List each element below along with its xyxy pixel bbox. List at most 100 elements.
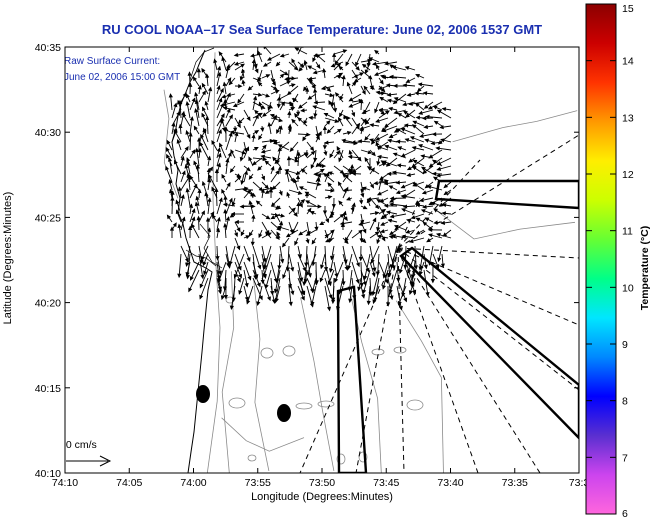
current-vector-head <box>422 169 427 174</box>
current-vector-head <box>239 204 245 209</box>
x-axis-label: Longitude (Degrees:Minutes) <box>251 491 393 503</box>
current-vector-head <box>201 67 206 73</box>
current-vector-head <box>217 129 222 134</box>
y-tick-label: 40:15 <box>35 383 61 395</box>
depth-contour <box>295 402 313 410</box>
current-vector-head <box>410 215 416 220</box>
current-vector-head <box>265 231 270 237</box>
current-vector <box>369 245 376 272</box>
current-vector-head <box>309 211 315 215</box>
current-vector-head <box>270 165 275 171</box>
colorbar-tick-label: 12 <box>622 169 634 181</box>
current-vector-head <box>199 283 204 289</box>
current-vector-head <box>286 155 292 161</box>
current-vector-head <box>341 281 346 286</box>
current-vector-head <box>402 204 408 209</box>
current-vector-head <box>237 119 243 125</box>
current-vector <box>252 277 263 300</box>
x-tick-label: 74:05 <box>116 477 142 489</box>
current-vector-head <box>165 165 170 171</box>
current-vector-head <box>208 86 213 92</box>
current-vector-head <box>240 180 245 186</box>
current-vector-head <box>288 301 293 307</box>
current-vector-head <box>301 290 306 296</box>
current-vector-head <box>233 52 239 58</box>
plot-area: Raw Surface Current: June 02, 2006 15:00… <box>65 47 579 473</box>
current-vector-head <box>298 66 303 72</box>
current-vector-head <box>274 297 279 303</box>
current-vector-head <box>205 217 211 222</box>
depth-contour <box>452 110 578 143</box>
current-vector-head <box>230 149 235 154</box>
current-vector-head <box>193 125 198 131</box>
current-vector-head <box>355 122 361 128</box>
current-vector-head <box>325 218 330 224</box>
current-vector-head <box>185 129 190 135</box>
current-vector-head <box>425 292 430 297</box>
current-vector <box>351 261 360 284</box>
current-vector-head <box>338 65 344 71</box>
current-vector-head <box>329 153 334 159</box>
radar-radial <box>397 247 405 473</box>
current-vector-head <box>182 112 187 118</box>
current-vector-head <box>376 199 382 204</box>
current-vector-head <box>248 175 253 180</box>
current-vector-head <box>430 201 436 206</box>
current-vector <box>389 269 398 294</box>
depth-contour <box>406 399 424 411</box>
colorbar-tick-label: 8 <box>622 396 628 408</box>
current-vector-head <box>252 161 257 166</box>
current-vector-head <box>380 87 386 93</box>
current-vector-head <box>248 156 253 162</box>
current-vector-head <box>246 166 251 172</box>
current-vector-head <box>348 103 354 108</box>
current-vector-head <box>440 220 446 225</box>
depth-contour <box>395 300 444 473</box>
current-vector-head <box>207 227 212 233</box>
current-vector <box>199 277 209 299</box>
current-vector-head <box>291 207 296 213</box>
current-vector-head <box>205 73 210 78</box>
current-vector-head <box>330 188 335 193</box>
current-vector-head <box>258 186 264 192</box>
current-vector-head <box>316 64 321 69</box>
current-vector-head <box>216 85 221 90</box>
current-vectors <box>165 47 452 312</box>
current-vector-head <box>375 141 380 147</box>
current-vector-head <box>368 292 373 297</box>
current-vector-head <box>358 221 363 226</box>
current-vector-head <box>433 208 438 213</box>
current-vector-head <box>417 82 423 87</box>
current-vector-head <box>168 93 173 98</box>
current-vector-head <box>305 87 310 92</box>
current-vector-head <box>262 258 267 263</box>
radar-radials <box>299 134 579 473</box>
current-vector-head <box>266 56 272 61</box>
current-vector-head <box>168 188 174 194</box>
current-vector-head <box>401 208 406 213</box>
current-vector-head <box>257 166 262 171</box>
current-vector-head <box>348 298 353 304</box>
current-vector-head <box>177 273 182 279</box>
current-vector-head <box>426 238 431 243</box>
current-vector-head <box>323 151 328 157</box>
current-vector-head <box>421 116 427 121</box>
current-vector-head <box>194 91 199 97</box>
current-vector-head <box>217 152 222 158</box>
current-vector-head <box>226 262 231 268</box>
current-vector-head <box>165 146 170 152</box>
current-vector-head <box>368 57 373 62</box>
radar-radial <box>397 247 579 326</box>
current-vector-head <box>439 125 444 130</box>
current-vector-head <box>400 184 406 189</box>
current-vector-head <box>418 266 423 271</box>
current-vector-head <box>385 110 390 115</box>
current-vector-head <box>441 211 447 216</box>
current-vector-head <box>275 169 280 175</box>
current-vector <box>263 253 272 277</box>
current-vector-head <box>374 49 379 55</box>
current-vector-head <box>220 116 225 122</box>
current-vector-head <box>245 146 250 152</box>
current-vector-head <box>182 92 187 98</box>
current-vector-head <box>272 139 278 144</box>
